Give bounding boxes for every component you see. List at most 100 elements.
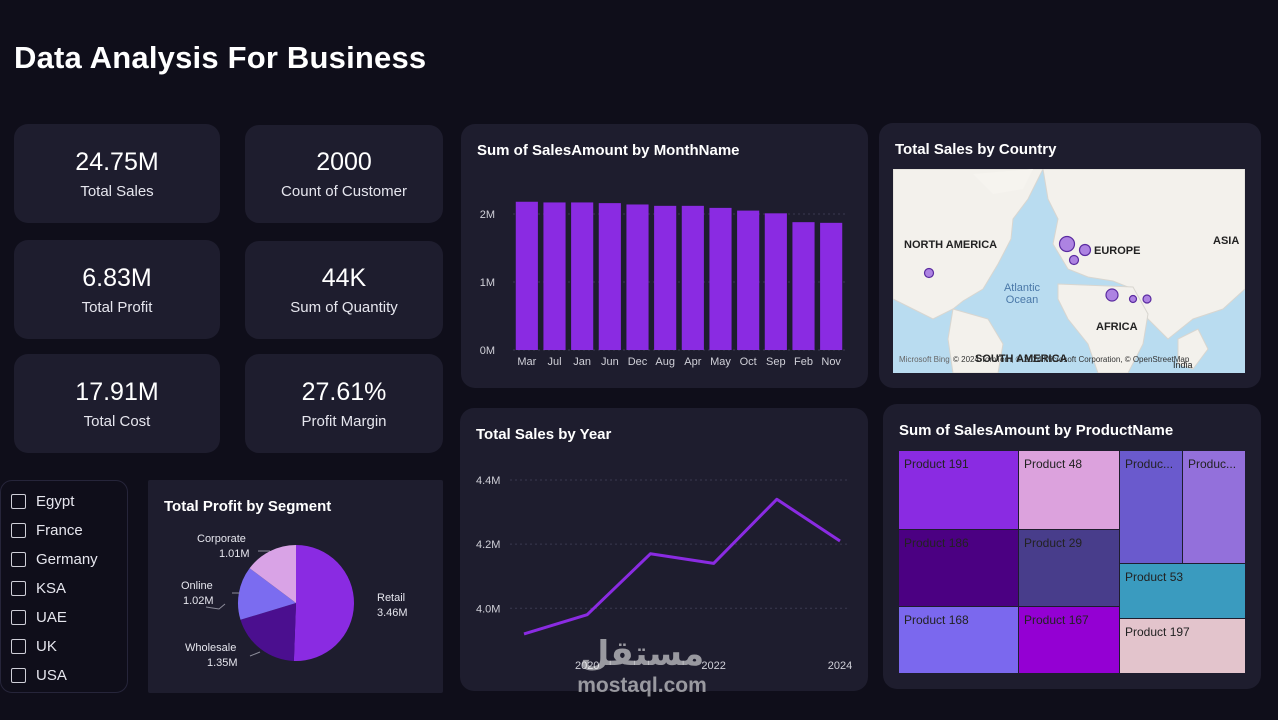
pie-leader-lines bbox=[205, 550, 270, 657]
country-slicer: Egypt France Germany KSA UAE UK USA bbox=[0, 480, 128, 693]
bar-xtick-label: Nov bbox=[821, 356, 841, 368]
kpi-label: Count of Customer bbox=[281, 183, 407, 200]
line-xtick-label: 2022 bbox=[701, 660, 725, 672]
pie-label-retail-name: Retail bbox=[377, 592, 405, 604]
bar-ytick-label: 2M bbox=[480, 209, 495, 221]
bar-xtick-label: Sep bbox=[766, 356, 786, 368]
bar-xtick-label: Dec bbox=[628, 356, 648, 368]
pie-label-corporate-name: Corporate bbox=[197, 533, 246, 545]
kpi-card-total-sales[interactable]: 24.75M Total Sales bbox=[14, 124, 220, 223]
map-label-north-america: NORTH AMERICA bbox=[904, 239, 998, 251]
line-ytick-label: 4.4M bbox=[476, 475, 500, 487]
kpi-value: 17.91M bbox=[75, 377, 159, 406]
page-title: Data Analysis For Business bbox=[14, 40, 427, 75]
panel-title: Sum of SalesAmount by ProductName bbox=[899, 422, 1174, 439]
checkbox[interactable] bbox=[11, 494, 26, 509]
kpi-label: Total Sales bbox=[80, 182, 154, 200]
bar-xtick-label: Jun bbox=[601, 356, 619, 368]
treemap-cell[interactable]: Product 191 bbox=[899, 451, 1018, 529]
year-line-panel[interactable]: Total Sales by Year 4.0M 4.2M 4.4M 2020 202… bbox=[460, 408, 868, 691]
treemap-cell[interactable]: Product 29 bbox=[1019, 530, 1119, 606]
bar-chart: Mar Jul Jan Jun Dec Aug Apr May Oct Sep Feb Nov 0M 1… bbox=[480, 201, 845, 368]
map-bubbles bbox=[923, 235, 1152, 304]
bar-xtick-label: Mar bbox=[517, 356, 536, 368]
segment-pie-panel[interactable]: Total Profit by Segment Retail 3.46M Who… bbox=[148, 480, 443, 693]
bar-oct bbox=[737, 210, 760, 350]
slicer-item-egypt[interactable]: Egypt bbox=[1, 487, 127, 516]
slicer-label: USA bbox=[36, 667, 67, 684]
bar-xtick-label: Aug bbox=[655, 356, 675, 368]
slicer-item-usa[interactable]: USA bbox=[1, 661, 127, 690]
pie-slice-corporate bbox=[249, 545, 296, 603]
treemap-cell[interactable]: Product 168 bbox=[899, 607, 1018, 673]
map-label-south-america: SOUTH AMERICA bbox=[975, 353, 1068, 365]
map-label-ocean: Atlantic Ocean bbox=[1003, 282, 1041, 306]
bubble-germany bbox=[1078, 243, 1092, 257]
bubble-france bbox=[1068, 254, 1080, 266]
bubble-usa bbox=[923, 267, 935, 279]
slicer-item-france[interactable]: France bbox=[1, 516, 127, 545]
country-map-panel[interactable]: Total Sales by Country NORTH AMERICA EUR… bbox=[879, 123, 1261, 388]
bar-xtick-label: Oct bbox=[740, 356, 757, 368]
slicer-item-uae[interactable]: UAE bbox=[1, 603, 127, 632]
checkbox[interactable] bbox=[11, 581, 26, 596]
map-label-europe: EUROPE bbox=[1094, 245, 1141, 257]
bar-nov bbox=[820, 222, 843, 350]
pie-slice-retail bbox=[293, 545, 354, 661]
kpi-label: Sum of Quantity bbox=[290, 299, 398, 316]
pie-label-corporate-value: 1.01M bbox=[219, 548, 250, 560]
checkbox[interactable] bbox=[11, 639, 26, 654]
bar-xtick-label: Jan bbox=[573, 356, 591, 368]
kpi-label: Profit Margin bbox=[301, 412, 387, 430]
treemap-cell[interactable]: Produc... bbox=[1183, 451, 1245, 563]
checkbox[interactable] bbox=[11, 523, 26, 538]
treemap-cell[interactable]: Product 186 bbox=[899, 530, 1018, 606]
bubble-ksa bbox=[1128, 294, 1138, 304]
slicer-item-uk[interactable]: UK bbox=[1, 632, 127, 661]
product-treemap-panel[interactable]: Sum of SalesAmount by ProductName Produc… bbox=[883, 404, 1261, 689]
bar-jun bbox=[598, 203, 621, 350]
kpi-card-total-cost[interactable]: 17.91M Total Cost bbox=[14, 354, 220, 453]
treemap: Product 191 Product 48 Produc... Produc.… bbox=[883, 404, 1261, 689]
kpi-card-sum-of-quantity[interactable]: 44K Sum of Quantity bbox=[245, 241, 443, 339]
slicer-label: Germany bbox=[36, 551, 98, 568]
month-bar-panel[interactable]: Sum of SalesAmount by MonthName Mar Jul Ja… bbox=[461, 124, 868, 388]
line-ytick-label: 4.0M bbox=[476, 603, 500, 615]
checkbox[interactable] bbox=[11, 552, 26, 567]
checkbox[interactable] bbox=[11, 610, 26, 625]
bar-jul bbox=[543, 202, 566, 350]
panel-title: Total Sales by Country bbox=[895, 141, 1057, 158]
pie-slice-online bbox=[237, 568, 296, 620]
kpi-value: 2000 bbox=[316, 148, 372, 176]
map-label-india: India bbox=[1173, 360, 1193, 370]
treemap-cell[interactable]: Produc... bbox=[1120, 451, 1182, 563]
pie-label-retail-value: 3.46M bbox=[377, 607, 408, 619]
kpi-card-count-of-customer[interactable]: 2000 Count of Customer bbox=[245, 125, 443, 223]
bar-may bbox=[709, 207, 732, 350]
slicer-item-germany[interactable]: Germany bbox=[1, 545, 127, 574]
treemap-cell[interactable]: Product 48 bbox=[1019, 451, 1119, 529]
bar-sep bbox=[764, 213, 787, 350]
map-attribution: © 2024 TomTom, © 2024 Microsoft Corporat… bbox=[953, 355, 1190, 364]
slicer-label: KSA bbox=[36, 580, 67, 597]
slicer-label: UAE bbox=[36, 609, 67, 626]
slicer-label: France bbox=[36, 522, 83, 539]
treemap-cell[interactable]: Product 197 bbox=[1120, 619, 1245, 673]
kpi-value: 6.83M bbox=[82, 263, 152, 292]
kpi-card-profit-margin[interactable]: 27.61% Profit Margin bbox=[245, 354, 443, 453]
kpi-label: Total Profit bbox=[81, 298, 153, 316]
treemap-cell[interactable]: Product 167 bbox=[1019, 607, 1119, 673]
bar-feb bbox=[792, 222, 815, 350]
slicer-item-ksa[interactable]: KSA bbox=[1, 574, 127, 603]
slicer-label: Egypt bbox=[36, 493, 75, 510]
kpi-label: Total Cost bbox=[83, 412, 151, 430]
kpi-value: 27.61% bbox=[301, 377, 387, 406]
checkbox[interactable] bbox=[11, 668, 26, 683]
treemap-cell[interactable]: Product 53 bbox=[1120, 564, 1245, 618]
world-map[interactable]: NORTH AMERICA EUROPE ASIA AFRICA SOUTH A… bbox=[893, 169, 1245, 373]
pie-chart: Retail 3.46M Wholesale 1.35M Online 1.02… bbox=[181, 533, 408, 669]
map-land bbox=[893, 169, 1245, 373]
kpi-card-total-profit[interactable]: 6.83M Total Profit bbox=[14, 240, 220, 339]
pie-label-online-value: 1.02M bbox=[183, 595, 214, 607]
bar-ytick-label: 1M bbox=[480, 277, 495, 289]
